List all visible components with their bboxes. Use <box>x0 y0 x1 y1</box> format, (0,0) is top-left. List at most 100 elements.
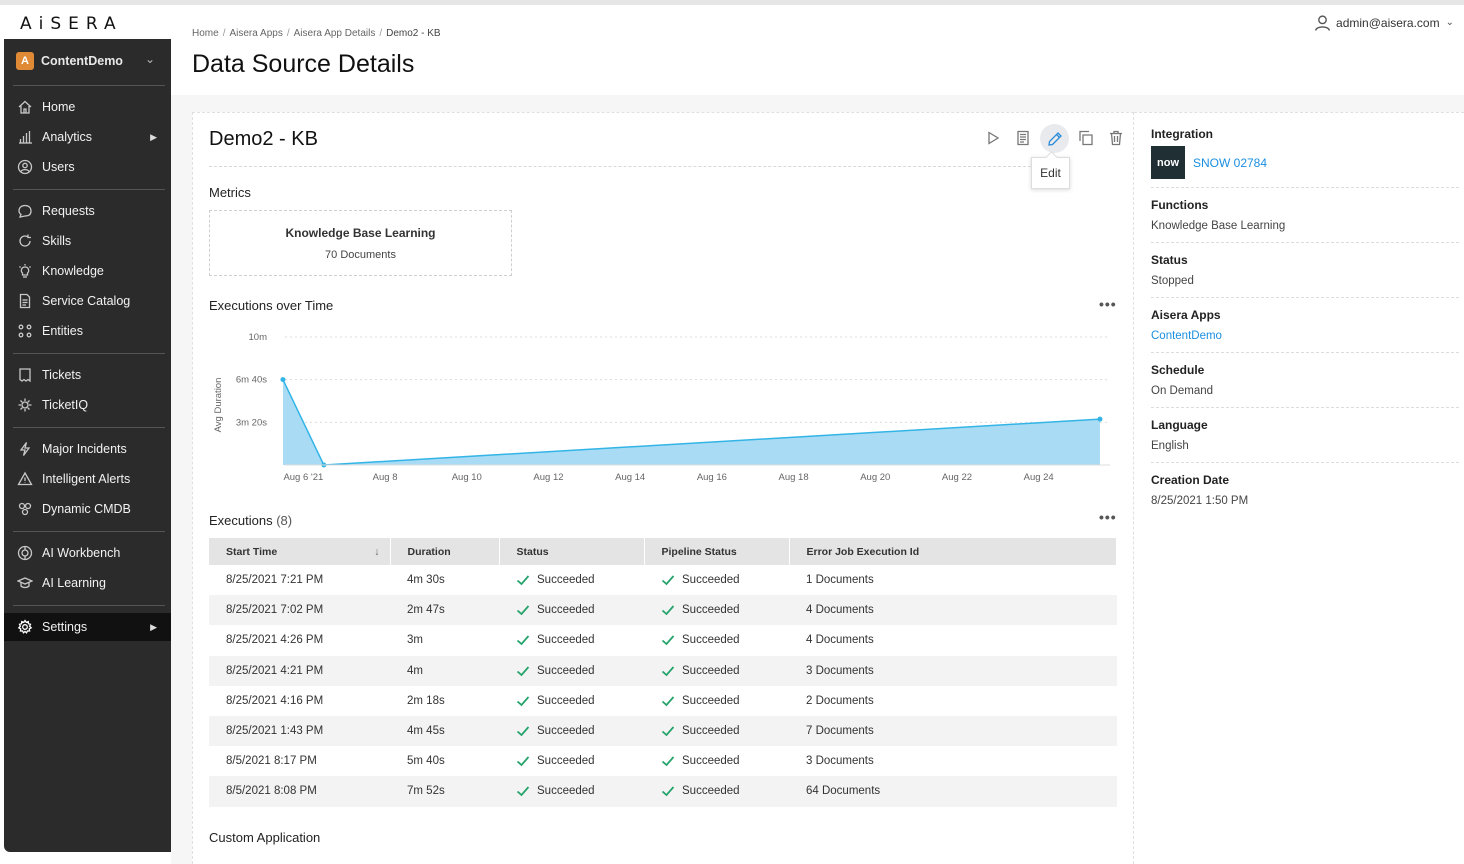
edit-tooltip: Edit <box>1031 157 1070 189</box>
table-more-options-icon[interactable]: ••• <box>1099 509 1117 525</box>
details-divider <box>1151 352 1459 353</box>
functions-label: Functions <box>1151 198 1209 212</box>
table-body: 8/25/2021 7:21 PM 4m 30s Succeeded Succeede… <box>209 565 1117 807</box>
sort-down-icon[interactable]: ↓ <box>374 545 380 558</box>
check-icon <box>661 604 675 616</box>
sidebar-item-tickets[interactable]: Tickets <box>4 361 171 389</box>
sidebar-item-intelligent-alerts[interactable]: Intelligent Alerts <box>4 465 171 493</box>
sidebar-item-major-incidents[interactable]: Major Incidents <box>4 435 171 463</box>
sidebar-item-label: Dynamic CMDB <box>42 502 131 516</box>
custom-application-label: Custom Application <box>209 830 321 845</box>
edit-button[interactable] <box>1040 124 1069 153</box>
sidebar-item-analytics[interactable]: Analytics ▶ <box>4 123 171 151</box>
chat-bubble-icon <box>16 202 34 220</box>
column-header-duration[interactable]: Duration <box>390 538 500 565</box>
column-header-status[interactable]: Status <box>499 538 645 565</box>
sidebar-item-skills[interactable]: Skills <box>4 227 171 255</box>
table-row[interactable]: 8/25/2021 7:02 PM 2m 47s Succeeded Succeede… <box>209 595 1117 626</box>
table-row[interactable]: 8/5/2021 8:17 PM 5m 40s Succeeded Succeeded… <box>209 746 1117 776</box>
error-job-id-cell: 7 Documents <box>789 715 1117 747</box>
sidebar-item-dynamic-cmdb[interactable]: Dynamic CMDB <box>4 495 171 523</box>
aisera-logo[interactable]: AiSERA <box>20 14 123 34</box>
column-header-start-time[interactable]: Start Time ↓ <box>209 538 391 565</box>
integration-label: Integration <box>1151 127 1213 141</box>
sidebar-item-settings[interactable]: Settings ▶ <box>4 613 171 641</box>
table-row[interactable]: 8/25/2021 4:16 PM 2m 18s Succeeded Succeede… <box>209 686 1117 716</box>
y-tick-label: 10m <box>249 332 268 343</box>
breadcrumb-aisera-apps[interactable]: Aisera Apps <box>229 28 283 39</box>
pipeline-status-cell: Succeeded <box>644 595 789 626</box>
x-tick-label: Aug 6 '21 <box>283 472 323 483</box>
column-header-error-job-id[interactable]: Error Job Execution Id <box>789 538 1117 565</box>
area-fill <box>282 379 1100 465</box>
user-menu[interactable]: admin@aisera.com ⌄ <box>1314 14 1454 31</box>
logo-text: AiSERA <box>20 14 123 34</box>
breadcrumb-app-details[interactable]: Aisera App Details <box>293 28 376 39</box>
sidebar-item-label: Major Incidents <box>42 442 127 456</box>
chart-more-options-icon[interactable]: ••• <box>1099 296 1117 312</box>
run-button[interactable] <box>980 124 1006 152</box>
chevron-down-icon: ⌄ <box>144 52 155 66</box>
play-icon <box>988 131 1000 145</box>
sidebar-item-entities[interactable]: Entities <box>4 317 171 345</box>
sidebar-item-users[interactable]: Users <box>4 153 171 181</box>
table-row[interactable]: 8/25/2021 1:43 PM 4m 45s Succeeded Succeede… <box>209 715 1117 747</box>
details-panel <box>1134 112 1464 864</box>
users-icon <box>16 158 34 176</box>
sidebar-item-ai-learning[interactable]: AI Learning <box>4 569 171 597</box>
table-row[interactable]: 8/25/2021 4:21 PM 4m Succeeded Succeeded 3 D… <box>209 655 1117 686</box>
sidebar-item-ticketiq[interactable]: TicketIQ <box>4 391 171 419</box>
sidebar-item-label: Intelligent Alerts <box>42 472 131 486</box>
table-row[interactable]: 8/25/2021 4:26 PM 3m Succeeded Succeeded 4 D… <box>209 625 1117 655</box>
metrics-label: Metrics <box>209 185 251 200</box>
start-time-cell: 8/5/2021 8:08 PM <box>209 776 390 807</box>
sidebar-item-label: Home <box>42 100 76 114</box>
sidebar-item-service-catalog[interactable]: Service Catalog <box>4 287 171 315</box>
entities-icon <box>16 322 34 340</box>
sidebar-item-knowledge[interactable]: Knowledge <box>4 257 171 285</box>
data-point <box>1097 416 1103 422</box>
start-time-cell: 8/25/2021 4:16 PM <box>226 694 324 707</box>
status-cell: Succeeded <box>499 565 644 595</box>
error-job-id-cell: 4 Documents <box>806 634 874 647</box>
x-tick-label: Aug 10 <box>452 472 482 483</box>
start-time-cell: 8/25/2021 7:21 PM <box>226 574 324 587</box>
table-row[interactable]: 8/5/2021 8:08 PM 7m 52s Succeeded Succeeded… <box>209 776 1117 807</box>
pipeline-status-cell: Succeeded <box>644 625 789 655</box>
schedule-label: Schedule <box>1151 363 1205 377</box>
clone-button[interactable] <box>1073 124 1099 152</box>
metric-value: 70 Documents <box>325 249 396 261</box>
sidebar-item-requests[interactable]: Requests <box>4 197 171 225</box>
check-icon <box>661 574 675 586</box>
executions-count: (8) <box>276 513 293 528</box>
breadcrumb-home[interactable]: Home <box>192 28 219 39</box>
table-row[interactable]: 8/25/2021 7:21 PM 4m 30s Succeeded Succeede… <box>209 565 1117 595</box>
error-job-id-cell: 3 Documents <box>806 755 874 768</box>
schedule-value: On Demand <box>1151 385 1214 397</box>
duration-cell: 5m 40s <box>407 755 445 768</box>
caret-right-icon: ▶ <box>150 621 157 632</box>
delete-button[interactable] <box>1103 124 1129 152</box>
sidebar-divider <box>13 189 165 190</box>
tenant-name: ContentDemo <box>41 54 123 68</box>
aisera-apps-link[interactable]: ContentDemo <box>1151 330 1222 342</box>
error-job-id-cell: 4 Documents <box>789 595 1117 626</box>
duration-cell: 2m 47s <box>390 595 499 626</box>
sidebar: A ContentDemo ⌄ Home Analytics ▶ Users R… <box>4 39 171 852</box>
column-header-pipeline-status[interactable]: Pipeline Status <box>644 538 790 565</box>
lightning-icon <box>16 440 34 458</box>
integration-link[interactable]: SNOW 02784 <box>1193 156 1268 170</box>
tenant-selector[interactable]: A ContentDemo ⌄ <box>4 46 171 76</box>
logs-button[interactable] <box>1010 124 1036 152</box>
y-tick-label: 6m 40s <box>236 375 267 386</box>
graduation-cap-icon <box>16 574 34 592</box>
sidebar-item-home[interactable]: Home <box>4 93 171 121</box>
sidebar-item-label: Entities <box>42 324 83 338</box>
refresh-icon <box>16 232 34 250</box>
executions-chart: 3m 20s 6m 40s 10m Avg Duration Aug 6 '21 Aug … <box>213 332 1110 483</box>
warning-icon <box>16 470 34 488</box>
x-tick-label: Aug 24 <box>1024 472 1054 483</box>
check-icon <box>661 725 675 737</box>
sidebar-item-ai-workbench[interactable]: AI Workbench <box>4 539 171 567</box>
sidebar-divider <box>13 531 165 532</box>
